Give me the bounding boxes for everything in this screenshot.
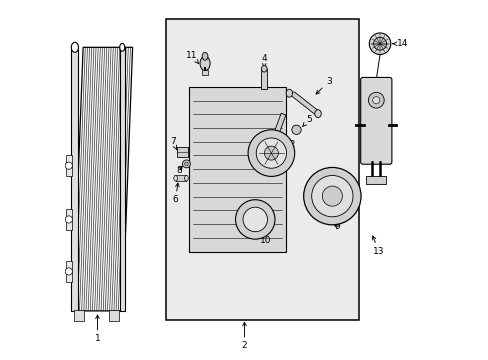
Text: 1: 1	[94, 315, 100, 343]
Ellipse shape	[261, 66, 266, 72]
Ellipse shape	[200, 56, 210, 71]
Ellipse shape	[184, 175, 188, 181]
Bar	[66, 209, 72, 230]
Bar	[66, 155, 72, 176]
Ellipse shape	[120, 43, 124, 51]
Circle shape	[264, 146, 278, 160]
Circle shape	[235, 200, 274, 239]
Text: 13: 13	[372, 236, 384, 256]
Bar	[188, 87, 285, 252]
Text: 4: 4	[261, 54, 266, 68]
Text: 6: 6	[172, 183, 179, 204]
Bar	[120, 47, 124, 311]
Circle shape	[322, 186, 342, 206]
Circle shape	[184, 162, 188, 166]
Text: 12: 12	[282, 137, 296, 149]
Bar	[66, 261, 72, 282]
Circle shape	[65, 162, 72, 169]
Bar	[165, 19, 359, 320]
Bar	[175, 175, 186, 181]
Circle shape	[182, 160, 190, 168]
Bar	[74, 310, 84, 320]
Text: 3: 3	[315, 77, 331, 94]
FancyBboxPatch shape	[360, 77, 391, 164]
Text: 9: 9	[334, 222, 340, 231]
Circle shape	[65, 216, 72, 223]
Bar	[202, 70, 207, 75]
Circle shape	[291, 125, 301, 134]
Circle shape	[367, 92, 384, 108]
Circle shape	[372, 96, 379, 104]
Circle shape	[303, 167, 360, 225]
Ellipse shape	[71, 42, 78, 52]
Text: 5: 5	[302, 115, 311, 127]
Polygon shape	[73, 47, 132, 311]
Ellipse shape	[314, 110, 321, 118]
Circle shape	[368, 33, 390, 54]
Bar	[71, 47, 78, 311]
Circle shape	[247, 130, 294, 176]
Text: 11: 11	[185, 51, 198, 64]
Text: 2: 2	[241, 322, 247, 350]
Ellipse shape	[285, 89, 292, 97]
Circle shape	[373, 37, 386, 50]
Bar	[261, 69, 266, 89]
Polygon shape	[286, 92, 319, 116]
Ellipse shape	[202, 52, 207, 60]
Text: 14: 14	[391, 39, 407, 48]
Text: 10: 10	[259, 226, 271, 246]
Text: 8: 8	[176, 166, 182, 175]
Circle shape	[243, 207, 267, 232]
Bar	[273, 113, 285, 137]
Bar	[366, 176, 386, 184]
FancyBboxPatch shape	[177, 147, 187, 157]
Ellipse shape	[174, 175, 177, 181]
Circle shape	[311, 175, 352, 217]
Circle shape	[256, 138, 286, 168]
Text: 7: 7	[169, 137, 176, 150]
Circle shape	[65, 268, 72, 275]
Bar	[109, 310, 119, 320]
